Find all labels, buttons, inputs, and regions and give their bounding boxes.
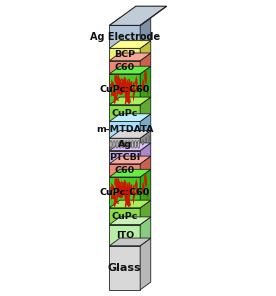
Polygon shape xyxy=(109,53,151,61)
Text: BCP: BCP xyxy=(114,50,135,59)
Polygon shape xyxy=(109,156,151,164)
Polygon shape xyxy=(109,138,140,151)
Polygon shape xyxy=(109,66,151,74)
Polygon shape xyxy=(114,74,118,87)
Ellipse shape xyxy=(128,141,131,148)
Polygon shape xyxy=(109,97,151,105)
Ellipse shape xyxy=(142,140,144,145)
Polygon shape xyxy=(140,97,151,121)
Polygon shape xyxy=(109,131,151,138)
Polygon shape xyxy=(147,187,148,201)
Ellipse shape xyxy=(131,141,134,148)
Polygon shape xyxy=(111,88,119,104)
Polygon shape xyxy=(109,18,151,25)
Polygon shape xyxy=(116,74,121,97)
Polygon shape xyxy=(109,225,140,246)
Polygon shape xyxy=(118,82,124,95)
Text: Ag: Ag xyxy=(118,140,132,149)
Ellipse shape xyxy=(119,141,121,148)
Polygon shape xyxy=(109,61,140,74)
Polygon shape xyxy=(114,178,118,190)
Text: CuPc: CuPc xyxy=(112,212,138,221)
Ellipse shape xyxy=(110,141,112,148)
Polygon shape xyxy=(140,217,151,246)
Polygon shape xyxy=(147,84,148,98)
Polygon shape xyxy=(118,185,124,198)
Ellipse shape xyxy=(116,141,118,148)
Polygon shape xyxy=(144,69,147,84)
Polygon shape xyxy=(109,169,151,177)
Ellipse shape xyxy=(134,141,137,148)
Polygon shape xyxy=(109,105,140,121)
Polygon shape xyxy=(109,164,140,177)
Polygon shape xyxy=(116,178,121,200)
Polygon shape xyxy=(130,184,136,205)
Polygon shape xyxy=(109,200,151,208)
Polygon shape xyxy=(140,114,151,138)
Ellipse shape xyxy=(125,141,128,148)
Polygon shape xyxy=(109,48,140,61)
Text: ITO: ITO xyxy=(116,231,134,240)
Polygon shape xyxy=(109,208,140,225)
Text: C60: C60 xyxy=(115,166,135,175)
Polygon shape xyxy=(110,182,115,200)
Ellipse shape xyxy=(137,141,140,148)
Polygon shape xyxy=(135,75,138,92)
Polygon shape xyxy=(140,131,151,151)
Text: C60: C60 xyxy=(115,63,135,72)
Polygon shape xyxy=(128,79,132,92)
Polygon shape xyxy=(124,197,130,207)
Ellipse shape xyxy=(145,138,147,143)
Polygon shape xyxy=(144,172,147,187)
Polygon shape xyxy=(140,156,151,177)
Polygon shape xyxy=(124,94,130,104)
Polygon shape xyxy=(130,81,136,102)
Ellipse shape xyxy=(122,141,124,148)
Polygon shape xyxy=(111,191,119,207)
Ellipse shape xyxy=(113,141,115,148)
Polygon shape xyxy=(121,77,127,91)
Text: Glass: Glass xyxy=(108,263,142,273)
Text: PTCBI: PTCBI xyxy=(109,153,140,162)
Polygon shape xyxy=(109,74,140,105)
Polygon shape xyxy=(142,78,144,93)
Polygon shape xyxy=(109,238,151,246)
Polygon shape xyxy=(140,143,151,164)
Polygon shape xyxy=(124,79,131,104)
Polygon shape xyxy=(109,177,140,208)
Polygon shape xyxy=(140,169,151,208)
Polygon shape xyxy=(135,179,138,195)
Polygon shape xyxy=(142,182,144,197)
Polygon shape xyxy=(109,217,151,225)
Polygon shape xyxy=(140,53,151,74)
Polygon shape xyxy=(124,182,131,207)
Polygon shape xyxy=(109,41,151,48)
Polygon shape xyxy=(109,114,151,121)
Text: CuPc: CuPc xyxy=(112,109,138,118)
Text: Ag Electrode: Ag Electrode xyxy=(90,32,160,42)
Polygon shape xyxy=(140,238,151,290)
Polygon shape xyxy=(109,121,140,138)
Polygon shape xyxy=(140,41,151,61)
Polygon shape xyxy=(140,6,167,25)
Polygon shape xyxy=(109,246,140,290)
Polygon shape xyxy=(110,79,115,96)
Polygon shape xyxy=(109,6,167,25)
Polygon shape xyxy=(109,151,140,164)
Polygon shape xyxy=(109,143,151,151)
Text: CuPc:C60: CuPc:C60 xyxy=(100,188,150,197)
Ellipse shape xyxy=(148,136,150,141)
Polygon shape xyxy=(128,182,132,195)
Polygon shape xyxy=(109,25,140,48)
Polygon shape xyxy=(140,200,151,225)
Text: CuPc:C60: CuPc:C60 xyxy=(100,85,150,94)
Polygon shape xyxy=(140,18,151,48)
Polygon shape xyxy=(140,66,151,105)
Text: m-MTDATA: m-MTDATA xyxy=(96,125,153,134)
Polygon shape xyxy=(121,180,127,194)
